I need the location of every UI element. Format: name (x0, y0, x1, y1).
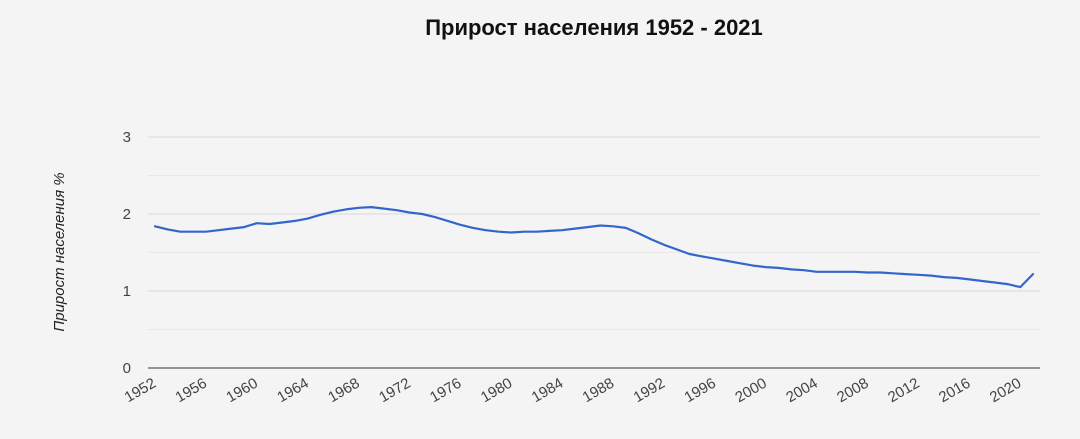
x-tick-label: 2016 (936, 375, 973, 406)
x-tick-label: 1960 (223, 375, 260, 406)
x-tick-label: 1996 (681, 375, 718, 406)
x-tick-label: 2004 (783, 375, 820, 406)
x-tick-label: 1976 (427, 375, 464, 406)
x-tick-label: 1992 (631, 375, 668, 406)
x-tick-label: 1952 (122, 375, 159, 406)
gridlines (148, 136, 1040, 369)
chart-title: Прирост населения 1952 - 2021 (425, 15, 763, 40)
x-tick-label: 1980 (478, 375, 515, 406)
x-tick-label: 2008 (834, 375, 871, 406)
x-tick-label: 2000 (732, 375, 769, 406)
x-tick-label: 1984 (529, 375, 566, 406)
y-tick-labels: 0 1 2 3 (123, 129, 131, 377)
x-tick-label: 1972 (376, 375, 413, 406)
y-tick-label: 0 (123, 360, 131, 377)
x-tick-label: 2020 (987, 375, 1024, 406)
y-tick-label: 1 (123, 283, 131, 300)
y-tick-label: 2 (123, 206, 131, 223)
y-axis-label: Прирост населения % (51, 172, 68, 331)
x-tick-label: 1956 (172, 375, 209, 406)
x-tick-label: 1964 (274, 375, 311, 406)
x-tick-label: 2012 (885, 375, 922, 406)
y-tick-label: 3 (123, 129, 131, 146)
x-tick-labels: 1952 1956 1960 1964 1968 1972 1976 1980 1984 1988… (122, 375, 1025, 406)
x-tick-label: 1988 (580, 375, 617, 406)
x-tick-label: 1968 (325, 375, 362, 406)
series-line (153, 206, 1035, 289)
